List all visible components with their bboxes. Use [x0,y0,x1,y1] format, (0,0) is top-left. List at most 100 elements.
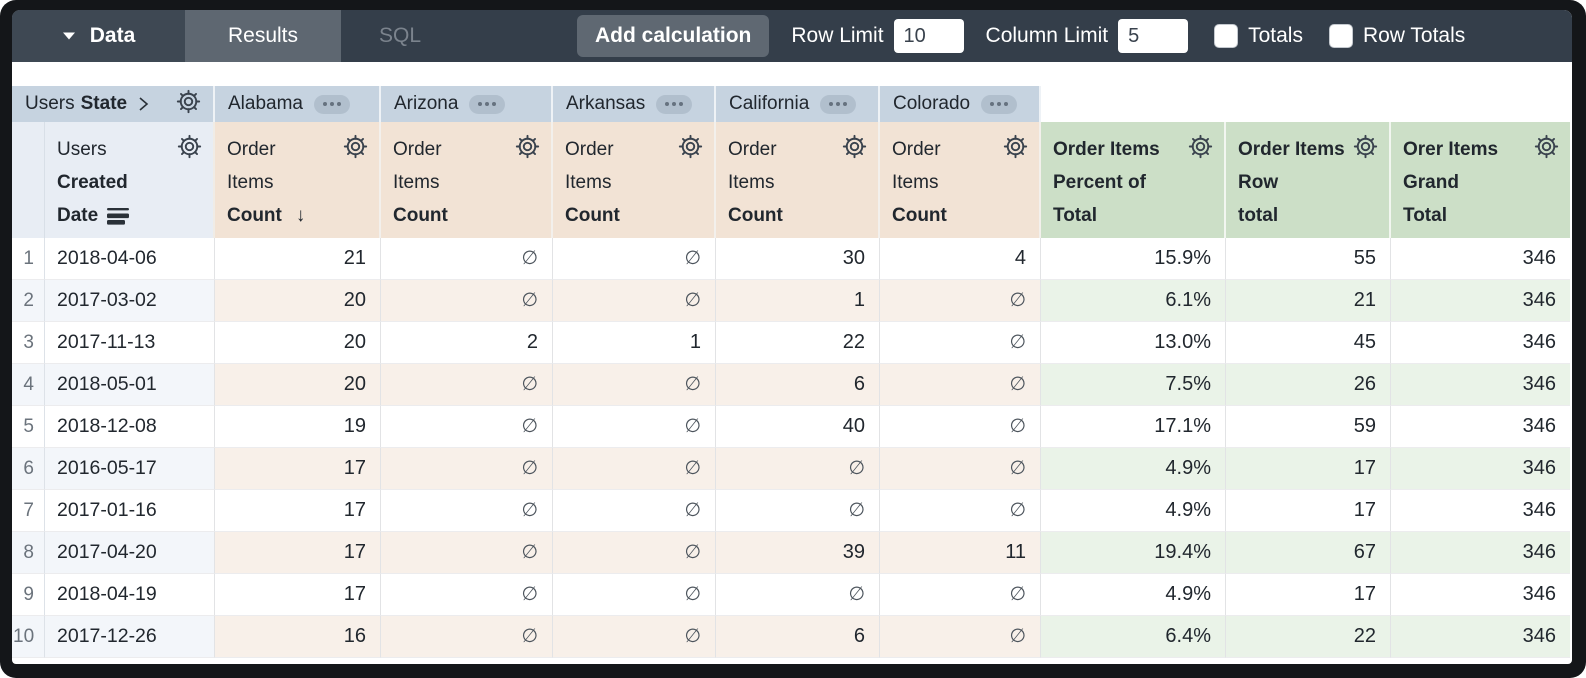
percent-of-total-cell[interactable]: 4.9% [1041,574,1226,616]
value-cell[interactable]: 6 [716,364,880,406]
date-cell[interactable]: 2017-01-16 [45,490,215,532]
column-menu-icon[interactable] [469,94,506,114]
grand-total-cell[interactable]: 346 [1391,322,1571,364]
column-menu-icon[interactable] [820,94,857,114]
pivot-value-header[interactable]: Arkansas [553,86,716,122]
date-cell[interactable]: 2017-03-02 [45,280,215,322]
percent-of-total-cell[interactable]: 7.5% [1041,364,1226,406]
row-total-cell[interactable]: 21 [1226,280,1391,322]
grand-total-cell[interactable]: 346 [1391,364,1571,406]
gear-icon[interactable] [1002,133,1029,160]
calculation-header[interactable]: Order Items Row total [1226,122,1391,238]
gear-icon[interactable] [176,133,203,160]
gear-icon[interactable] [841,133,868,160]
measure-header[interactable]: Order Items Count ↓ [215,122,381,238]
value-cell[interactable]: 20 [215,364,381,406]
grand-total-cell[interactable]: 346 [1391,532,1571,574]
row-total-cell[interactable]: 55 [1226,238,1391,280]
value-cell[interactable]: 17 [215,574,381,616]
value-cell[interactable]: 1 [553,322,716,364]
column-menu-icon[interactable] [314,94,350,114]
gear-icon[interactable] [514,133,541,160]
value-cell[interactable]: 39 [716,532,880,574]
value-cell[interactable]: 11 [880,532,1041,574]
date-cell[interactable]: 2017-12-26 [45,616,215,658]
date-cell[interactable]: 2018-05-01 [45,364,215,406]
gear-icon[interactable] [1533,133,1560,160]
gear-icon[interactable] [342,133,369,160]
percent-of-total-cell[interactable]: 4.9% [1041,448,1226,490]
grand-total-cell[interactable]: 346 [1391,574,1571,616]
percent-of-total-cell[interactable]: 6.1% [1041,280,1226,322]
gear-icon[interactable] [677,133,704,160]
percent-of-total-cell[interactable]: 13.0% [1041,322,1226,364]
grand-total-cell[interactable]: 346 [1391,616,1571,658]
grand-total-cell[interactable]: 346 [1391,406,1571,448]
value-cell[interactable]: 17 [215,448,381,490]
row-total-cell[interactable]: 59 [1226,406,1391,448]
data-section-toggle[interactable]: Data [12,10,185,62]
gear-icon[interactable] [175,88,202,115]
gear-icon[interactable] [1187,133,1214,160]
value-cell[interactable]: 22 [716,322,880,364]
date-cell[interactable]: 2017-11-13 [45,322,215,364]
pivot-value-header[interactable]: Colorado [880,86,1041,122]
gear-icon[interactable] [1352,133,1379,160]
value-cell[interactable]: 17 [215,490,381,532]
percent-of-total-cell[interactable]: 4.9% [1041,490,1226,532]
grand-total-cell[interactable]: 346 [1391,490,1571,532]
value-cell[interactable]: 16 [215,616,381,658]
grand-total-cell[interactable]: 346 [1391,448,1571,490]
row-total-cell[interactable]: 67 [1226,532,1391,574]
measure-header[interactable]: Order Items Count [880,122,1041,238]
column-menu-icon[interactable] [656,94,693,114]
pivot-value-header[interactable]: Alabama [215,86,381,122]
percent-of-total-cell[interactable]: 6.4% [1041,616,1226,658]
grand-total-cell[interactable]: 346 [1391,280,1571,322]
row-limit-input[interactable] [893,19,964,53]
percent-of-total-cell[interactable]: 19.4% [1041,532,1226,574]
calculation-header[interactable]: Order Items Percent of Total [1041,122,1226,238]
pivot-dimension-header[interactable]: Users State [12,86,215,122]
grand-total-cell[interactable]: 346 [1391,238,1571,280]
value-cell[interactable]: 40 [716,406,880,448]
value-cell[interactable]: 20 [215,322,381,364]
date-cell[interactable]: 2018-12-08 [45,406,215,448]
date-cell[interactable]: 2017-04-20 [45,532,215,574]
value-cell[interactable]: 17 [215,532,381,574]
value-cell[interactable]: 1 [716,280,880,322]
date-cell[interactable]: 2016-05-17 [45,448,215,490]
row-total-cell[interactable]: 17 [1226,574,1391,616]
row-dimension-header[interactable]: Users Created Date [45,122,215,238]
tab-results[interactable]: Results [185,10,341,62]
percent-of-total-cell[interactable]: 17.1% [1041,406,1226,448]
column-limit-input[interactable] [1118,19,1189,53]
measure-header[interactable]: Order Items Count [716,122,880,238]
value-cell[interactable]: 4 [880,238,1041,280]
add-calculation-button[interactable]: Add calculation [577,15,770,57]
tab-sql[interactable]: SQL [341,10,459,62]
value-cell[interactable]: 21 [215,238,381,280]
value-cell[interactable]: 6 [716,616,880,658]
calculation-header[interactable]: Orer Items Grand Total [1391,122,1571,238]
value-cell[interactable]: 30 [716,238,880,280]
value-cell[interactable]: 20 [215,280,381,322]
date-cell[interactable]: 2018-04-19 [45,574,215,616]
row-total-cell[interactable]: 26 [1226,364,1391,406]
measure-header[interactable]: Order Items Count [381,122,553,238]
row-total-cell[interactable]: 17 [1226,448,1391,490]
row-total-cell[interactable]: 17 [1226,490,1391,532]
column-menu-icon[interactable] [981,94,1018,114]
row-number-cell: 10 [12,616,45,658]
totals-checkbox[interactable] [1214,24,1239,48]
pivot-value-header[interactable]: Arizona [381,86,553,122]
value-cell[interactable]: 2 [381,322,553,364]
row-total-cell[interactable]: 45 [1226,322,1391,364]
percent-of-total-cell[interactable]: 15.9% [1041,238,1226,280]
row-totals-checkbox[interactable] [1328,24,1353,48]
pivot-value-header[interactable]: California [716,86,880,122]
value-cell[interactable]: 19 [215,406,381,448]
date-cell[interactable]: 2018-04-06 [45,238,215,280]
row-total-cell[interactable]: 22 [1226,616,1391,658]
measure-header[interactable]: Order Items Count [553,122,716,238]
